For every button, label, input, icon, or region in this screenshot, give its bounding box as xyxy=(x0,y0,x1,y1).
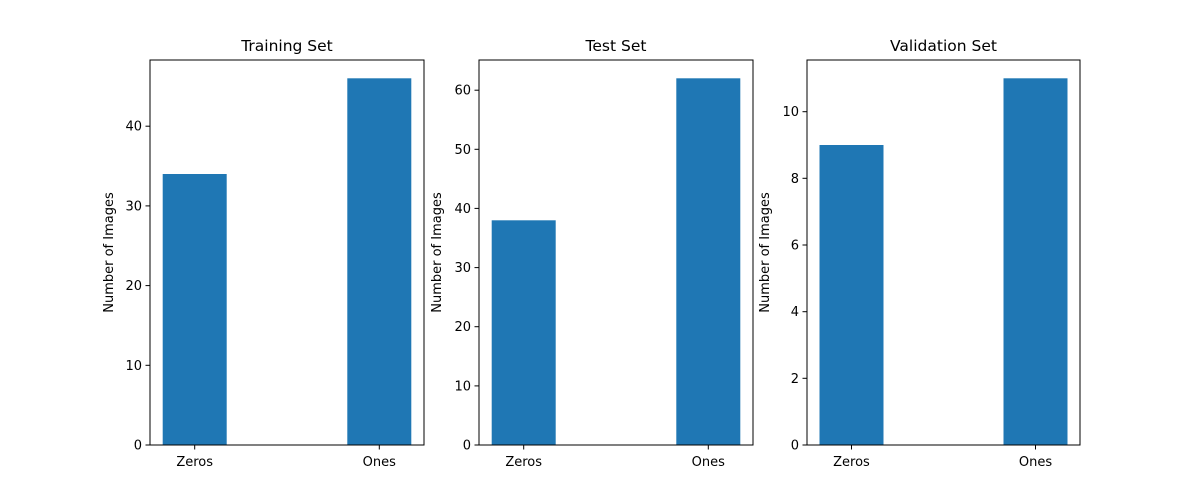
y-tick-label: 30 xyxy=(125,199,142,214)
y-tick-label: 30 xyxy=(454,261,471,276)
y-tick-label: 0 xyxy=(791,439,799,454)
y-tick-label: 10 xyxy=(454,379,471,394)
chart-title: Test Set xyxy=(585,37,647,55)
bar-ones xyxy=(676,78,741,446)
axes-frame xyxy=(478,59,754,446)
y-tick-label: 0 xyxy=(463,439,471,454)
y-tick-label: 60 xyxy=(454,84,471,99)
y-tick-label: 2 xyxy=(791,372,799,387)
chart-title: Validation Set xyxy=(890,37,997,55)
bar-ones xyxy=(1003,78,1068,446)
x-tick-label: Zeros xyxy=(176,455,213,470)
y-axis-label: Number of Images xyxy=(758,192,773,313)
y-axis-label: Number of Images xyxy=(102,192,117,313)
chart-panel-3: 0 2 4 6 8 10 Zeros Ones Validation Set Number of … xyxy=(758,37,1081,470)
x-tick-label: Ones xyxy=(363,455,396,470)
chart-title: Training Set xyxy=(240,37,333,55)
chart-panel-2: 0 10 20 30 40 50 60 Zeros Ones Test Set Number of … xyxy=(430,37,754,470)
y-tick-label: 10 xyxy=(125,359,142,374)
x-tick-label: Ones xyxy=(692,455,725,470)
y-axis-label: Number of Images xyxy=(430,192,445,313)
y-tick-label: 0 xyxy=(134,439,142,454)
x-tick-label: Zeros xyxy=(833,455,870,470)
x-tick-label: Ones xyxy=(1019,455,1052,470)
axes-frame xyxy=(149,59,425,446)
y-tick-label: 50 xyxy=(454,143,471,158)
bar-zeros xyxy=(162,174,227,445)
bar-zeros xyxy=(819,145,884,445)
axes-frame xyxy=(806,59,1081,446)
x-tick-label: Zeros xyxy=(505,455,542,470)
y-tick-label: 8 xyxy=(791,172,799,187)
y-tick-label: 20 xyxy=(125,279,142,294)
chart-panel-1: 0 10 20 30 40 Zeros Ones Training Set Number of … xyxy=(102,37,425,470)
bar-ones xyxy=(347,78,412,446)
bar-zeros xyxy=(491,220,556,445)
y-tick-label: 20 xyxy=(454,320,471,335)
y-tick-label: 6 xyxy=(791,239,799,254)
y-tick-label: 40 xyxy=(454,202,471,217)
y-tick-label: 4 xyxy=(791,305,799,320)
y-tick-label: 40 xyxy=(125,120,142,135)
y-tick-label: 10 xyxy=(782,105,799,120)
